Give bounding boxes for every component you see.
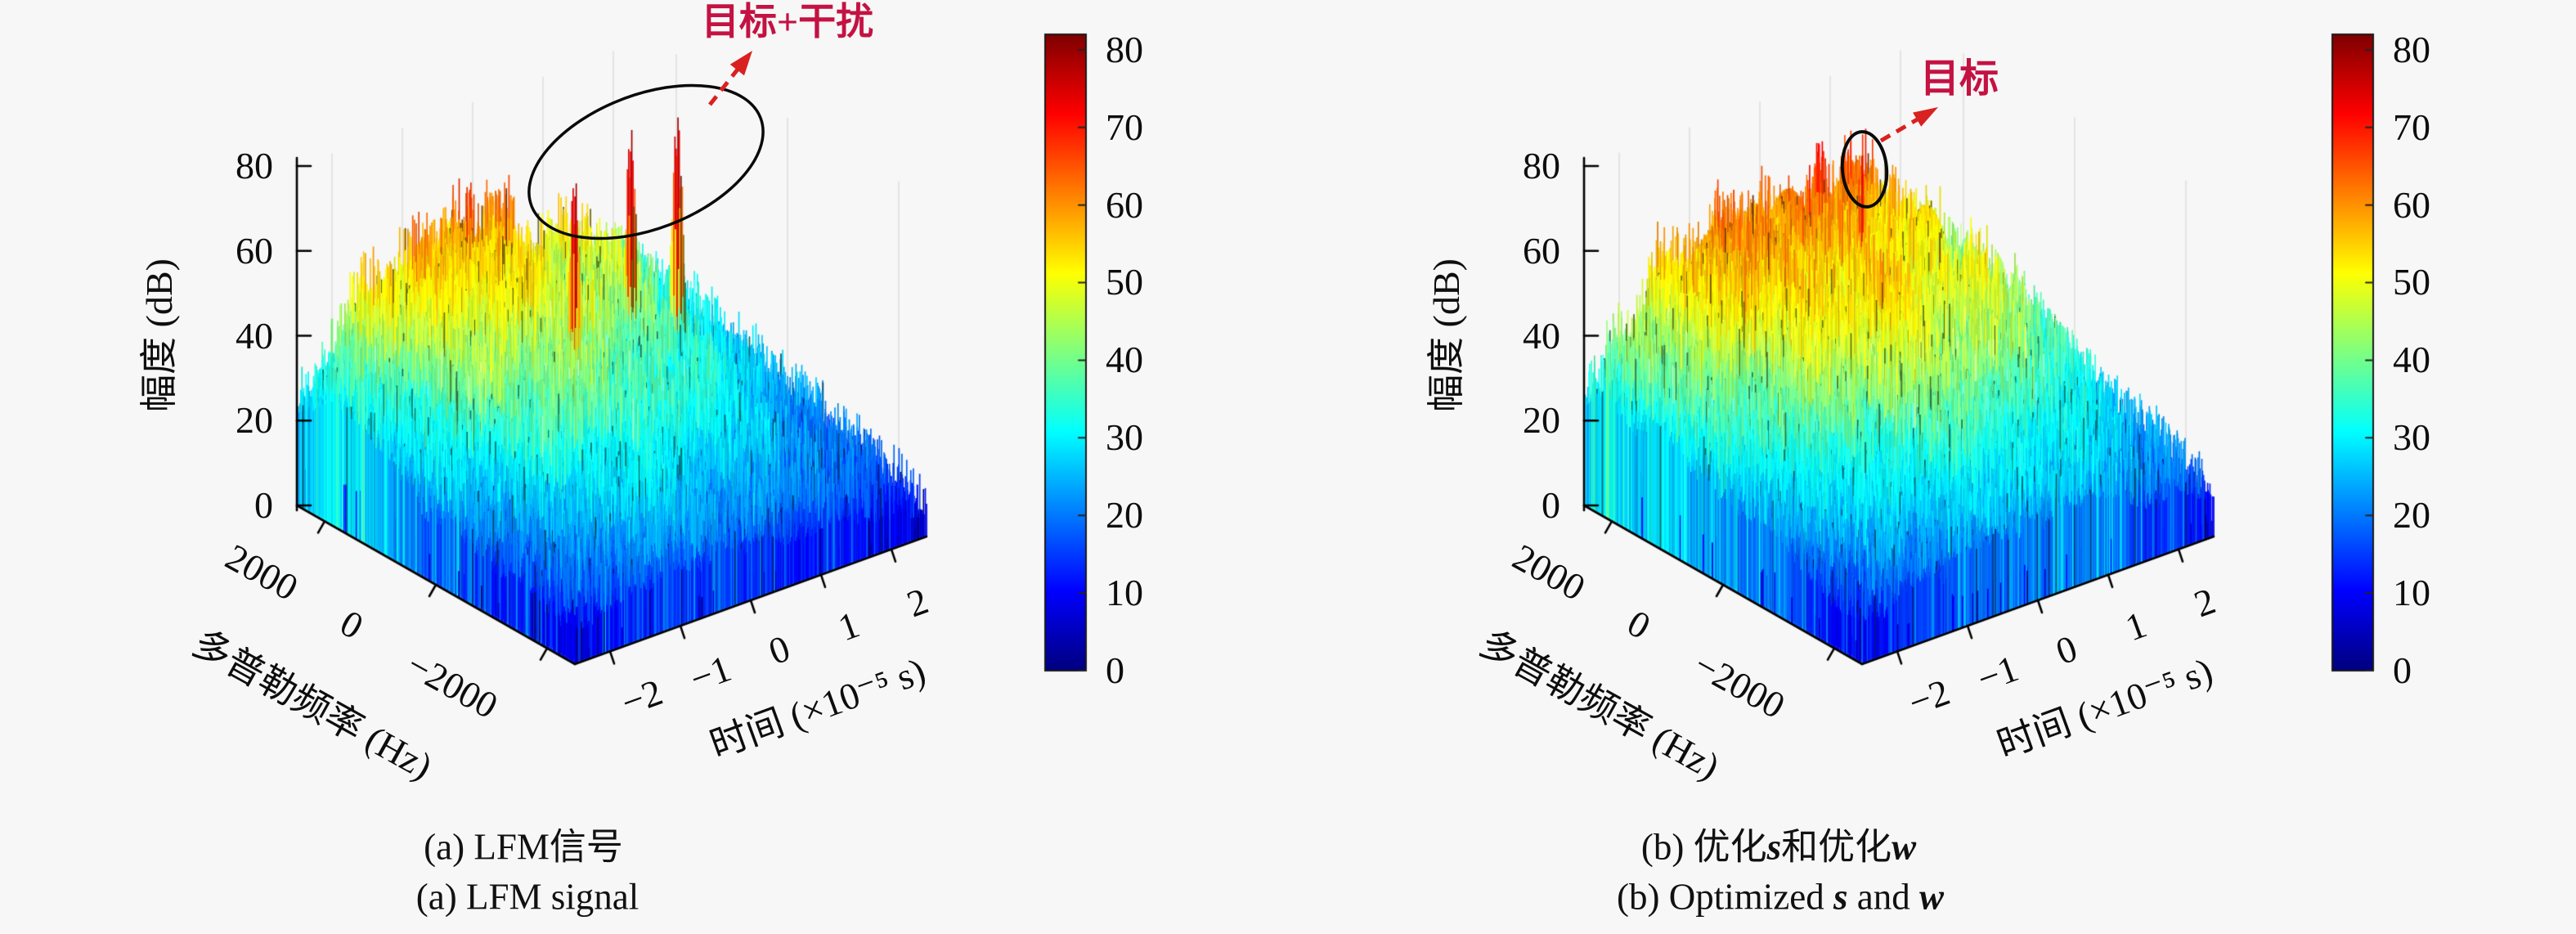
colorbar-tick-label: 60 [1106, 184, 1143, 226]
colorbar-tick-label: 80 [2393, 29, 2430, 70]
colorbar-tick-label: 80 [1106, 29, 1143, 70]
z-tick-label: 60 [236, 230, 273, 272]
colorbar-tick-label: 40 [1106, 339, 1143, 380]
colorbar-tick-label: 20 [2393, 494, 2430, 536]
colorbar-tick-label: 70 [2393, 106, 2430, 148]
caption-part: (b) 优化 [1640, 826, 1767, 868]
z-tick-label: 20 [236, 399, 273, 441]
annotation-ellipse-b [1840, 130, 1889, 209]
caption-part-italic: w [1892, 826, 1917, 868]
z-tick-label: 20 [1523, 399, 1560, 441]
colorbar-tick-label: 30 [1106, 416, 1143, 458]
z-tick-label: 40 [236, 315, 273, 357]
annotation-text-a: 目标+干扰 [701, 1, 874, 43]
colorbar-tick-label: 40 [2393, 339, 2430, 380]
z-tick-label: 0 [1542, 484, 1560, 526]
annotation-ellipse-a [527, 83, 765, 240]
annotation-text-b: 目标 [1919, 57, 1999, 101]
colorbar-tick-label: 0 [1106, 649, 1124, 691]
colorbar-tick-label: 0 [2393, 649, 2412, 691]
caption-en-a: (a) LFM signal [415, 876, 640, 918]
z-tick-label: 80 [236, 145, 273, 186]
colorbar-tick-label: 70 [1106, 106, 1143, 148]
colorbar-tick-label: 50 [1106, 261, 1143, 303]
z-tick-label: 0 [254, 484, 273, 526]
caption-zh-a: (a) LFM信号 [424, 826, 623, 868]
colorbar-tick-label: 10 [2393, 572, 2430, 613]
z-tick-label: 40 [1523, 315, 1560, 357]
caption-zh-b: (b) 优化s和优化w [1640, 826, 1917, 868]
z-tick-label: 80 [1523, 145, 1560, 186]
caption-part: 和优化 [1781, 826, 1892, 868]
colorbar-tick-label: 30 [2393, 416, 2430, 458]
annotation-arrowhead-b [1913, 107, 1938, 127]
annotation-arrowhead-a [729, 51, 752, 76]
annotation-arrow-line-b [1879, 115, 1922, 143]
colorbar-tick-label: 60 [2393, 184, 2430, 226]
caption-part: (b) Optimized [1617, 876, 1833, 918]
caption-part-italic: w [1919, 876, 1944, 918]
caption-part-italic: s [1766, 826, 1782, 868]
caption-en-b: (b) Optimized s and w [1617, 876, 1944, 918]
annotation-arrow-line-a [708, 65, 742, 106]
caption-part-italic: s [1833, 876, 1848, 918]
colorbar-tick-label: 20 [1106, 494, 1143, 536]
colorbar-tick-label: 10 [1106, 572, 1143, 613]
caption-part: and [1847, 876, 1919, 918]
colorbar-tick-label: 50 [2393, 261, 2430, 303]
z-tick-label: 60 [1523, 230, 1560, 272]
